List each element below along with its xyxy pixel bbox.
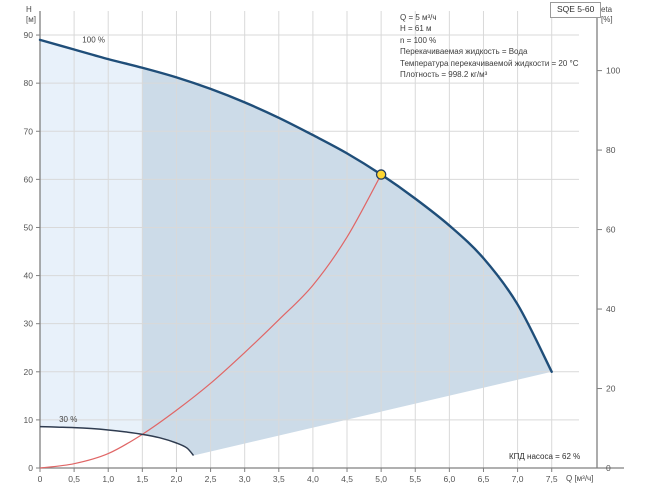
bottom-tick-label-7: 3,5 — [273, 474, 285, 484]
info-line-0: Q = 5 м³/ч — [400, 13, 437, 22]
left-tick-label-5: 50 — [24, 222, 34, 232]
right-tick-label-2: 40 — [606, 304, 616, 314]
bottom-tick-label-11: 5,5 — [409, 474, 421, 484]
left-tick-label-9: 90 — [24, 30, 34, 40]
right-axis-title: eta [%] — [601, 5, 613, 24]
bottom-tick-label-4: 2,0 — [171, 474, 183, 484]
pump-efficiency-note: КПД насоса = 62 % — [509, 452, 581, 461]
bottom-tick-label-5: 2,5 — [205, 474, 217, 484]
left-tick-label-6: 60 — [24, 174, 34, 184]
system-curve — [39, 174, 382, 469]
bottom-tick-label-12: 6,0 — [443, 474, 455, 484]
bottom-tick-label-0: 0 — [38, 474, 43, 484]
left-axis-title-name: H — [26, 5, 32, 14]
info-line-5: Плотность = 998.2 кг/м³ — [400, 70, 488, 80]
left-tick-label-0: 0 — [28, 463, 33, 473]
bottom-tick-label-10: 5,0 — [375, 474, 387, 484]
info-line-3: Перекачиваемая жидкость = Вода — [400, 47, 528, 57]
duty-point-marker[interactable] — [375, 169, 387, 180]
bottom-tick-label-15: 7,5 — [546, 474, 558, 484]
left-tick-label-1: 10 — [24, 415, 34, 425]
bottom-tick-label-6: 3,0 — [239, 474, 251, 484]
bottom-tick-label-8: 4,0 — [307, 474, 319, 484]
left-tick-label-8: 80 — [24, 78, 34, 88]
bottom-tick-label-9: 4,5 — [341, 474, 353, 484]
bottom-tick-label-1: 0,5 — [68, 474, 80, 484]
bottom-tick-label-3: 1,5 — [136, 474, 148, 484]
pump-curve-30-percent — [39, 425, 195, 456]
right-tick-label-1: 20 — [606, 384, 616, 394]
left-axis-title: H [м] — [26, 5, 36, 24]
bottom-tick-label-14: 7,0 — [512, 474, 524, 484]
pump-curve-100-percent — [38, 38, 553, 373]
right-tick-label-3: 60 — [606, 225, 616, 235]
operating-band-light-band — [40, 39, 143, 456]
right-tick-label-0: 0 — [606, 463, 611, 473]
left-tick-label-3: 30 — [24, 319, 34, 329]
curve-label-100-percent: 100 % — [82, 35, 105, 44]
bottom-tick-label-2: 1,0 — [102, 474, 114, 484]
info-line-2: n = 100 % — [400, 35, 437, 45]
right-tick-label-5: 100 — [606, 66, 620, 76]
left-axis-title-unit: [м] — [26, 14, 36, 24]
left-tick-label-4: 40 — [24, 271, 34, 281]
curve-label-30-percent: 30 % — [59, 415, 77, 424]
left-tick-label-7: 70 — [24, 126, 34, 136]
right-axis-title-unit: [%] — [601, 14, 613, 24]
right-axis-title-name: eta — [601, 5, 613, 14]
info-line-4: Температура перекачиваемой жидкости = 20… — [400, 58, 579, 68]
bottom-axis-title: Q [м³/ч] — [566, 474, 594, 483]
bottom-tick-label-13: 6,5 — [478, 474, 490, 484]
left-tick-label-2: 20 — [24, 367, 34, 377]
model-badge: SQE 5-60 — [550, 2, 602, 18]
info-line-1: H = 61 м — [400, 24, 432, 34]
right-tick-label-4: 80 — [606, 145, 616, 155]
